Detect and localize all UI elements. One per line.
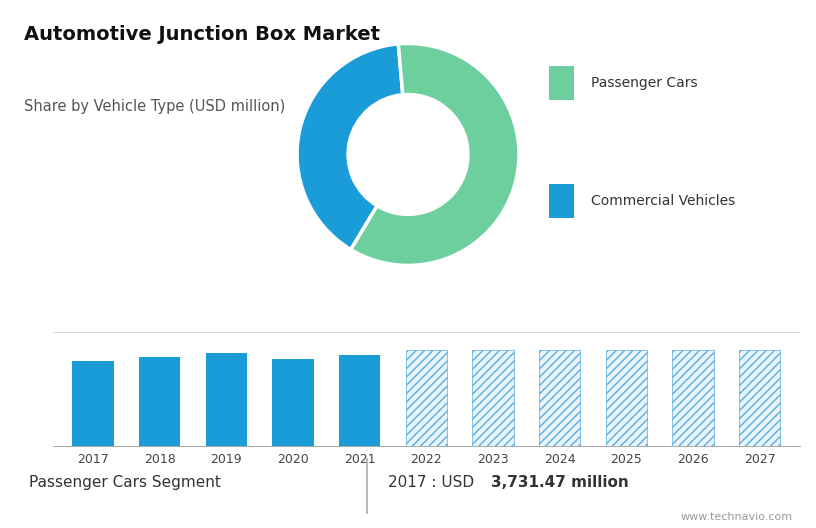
Bar bbox=[539, 351, 580, 446]
Text: Automotive Junction Box Market: Automotive Junction Box Market bbox=[24, 25, 380, 44]
Bar bbox=[406, 351, 447, 446]
Text: Passenger Cars: Passenger Cars bbox=[591, 77, 698, 90]
Text: www.technavio.com: www.technavio.com bbox=[681, 512, 793, 522]
Bar bbox=[605, 351, 647, 446]
Bar bbox=[206, 353, 247, 446]
Text: 3,731.47 million: 3,731.47 million bbox=[490, 475, 628, 489]
Bar bbox=[139, 357, 180, 446]
Wedge shape bbox=[351, 43, 519, 266]
Bar bbox=[739, 351, 780, 446]
Bar bbox=[549, 184, 574, 218]
Bar bbox=[549, 67, 574, 100]
Bar bbox=[672, 351, 714, 446]
Bar bbox=[273, 360, 313, 446]
Wedge shape bbox=[297, 44, 403, 250]
Text: Share by Vehicle Type (USD million): Share by Vehicle Type (USD million) bbox=[24, 99, 286, 114]
Bar bbox=[472, 351, 514, 446]
Text: Passenger Cars Segment: Passenger Cars Segment bbox=[29, 475, 220, 489]
Text: Commercial Vehicles: Commercial Vehicles bbox=[591, 194, 735, 208]
Bar bbox=[73, 361, 113, 446]
Bar bbox=[339, 355, 380, 446]
Text: 2017 : USD: 2017 : USD bbox=[388, 475, 479, 489]
